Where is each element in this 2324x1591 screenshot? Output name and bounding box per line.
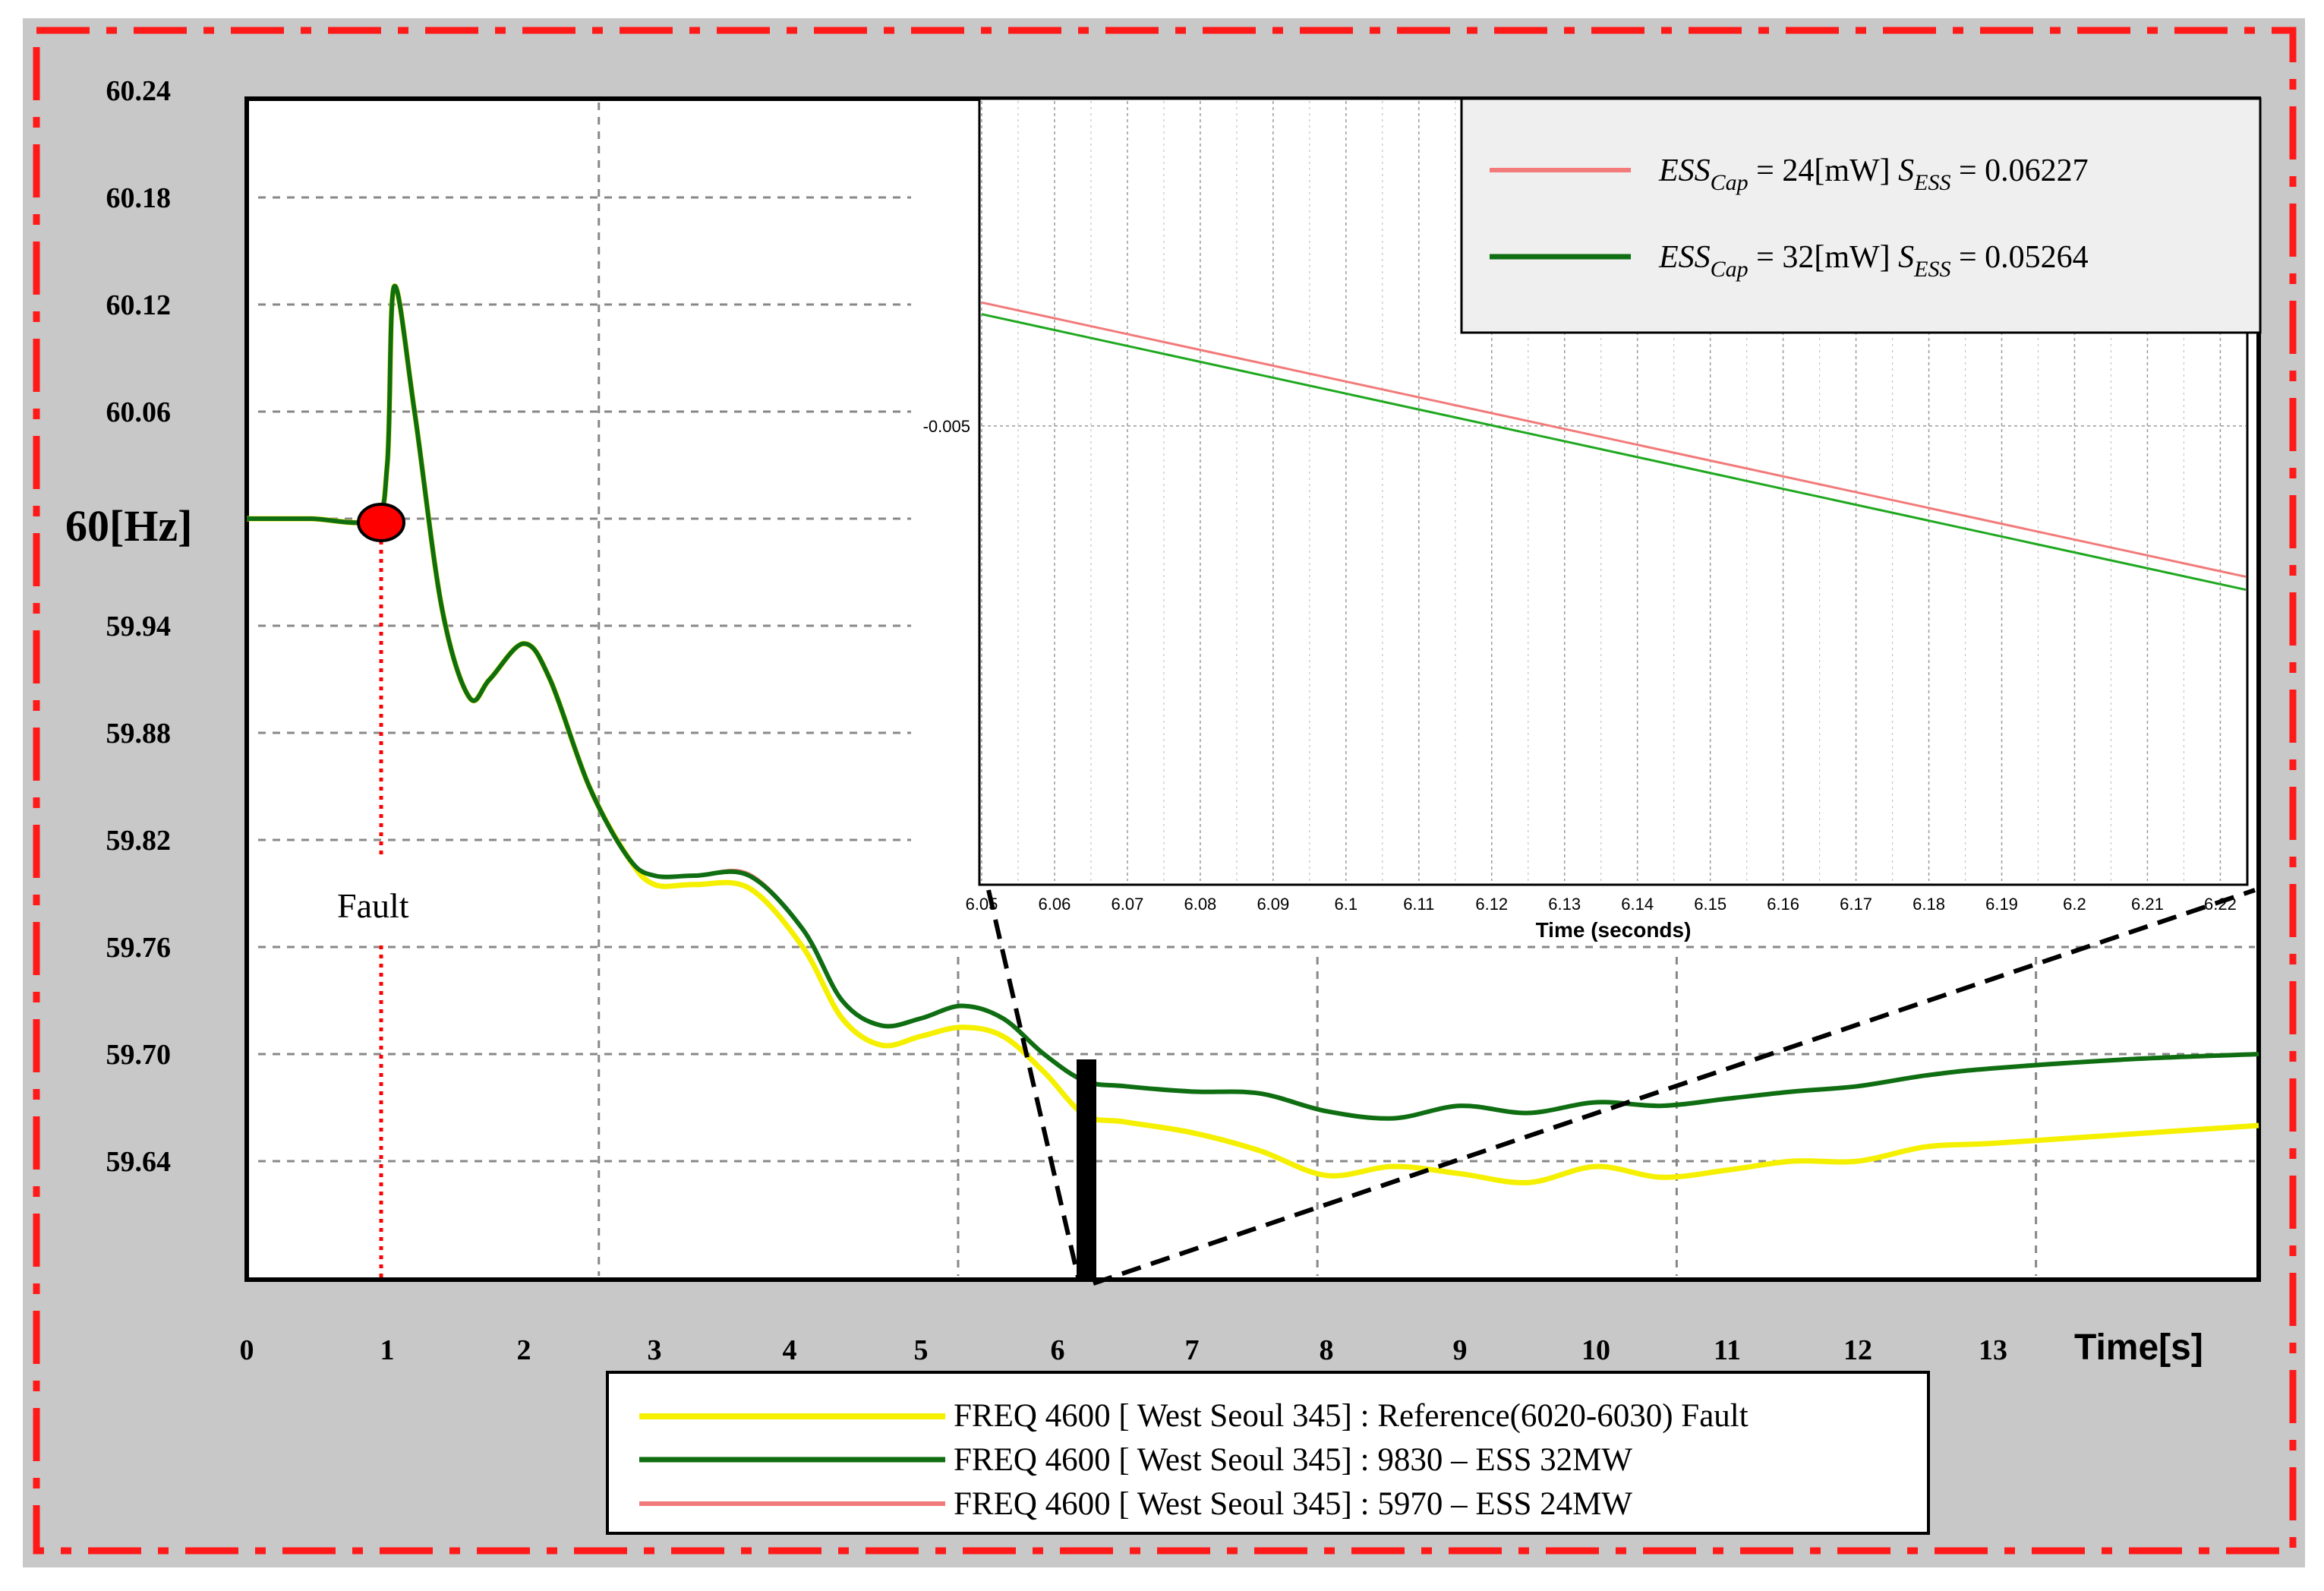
fault-marker — [357, 503, 405, 542]
legend-label-ess24: FREQ 4600 [ West Seoul 345] : 5970 – ESS… — [954, 1486, 1632, 1522]
inset-legend-text: ESSCap = 24[mW] SESS = 0.06227 ESSCap = 3… — [1658, 153, 2089, 282]
legend-label-ess32: FREQ 4600 [ West Seoul 345] : 9830 – ESS… — [954, 1442, 1632, 1478]
inset-series-line-24mw — [981, 301, 2247, 578]
y-tick-label: 59.88 — [106, 718, 172, 750]
main-grid — [258, 103, 2255, 1276]
y-tick-label: 59.64 — [106, 1146, 172, 1178]
inset-x-tick-label: 6.21 — [2131, 895, 2164, 914]
inset-x-tick-label: 6.14 — [1621, 895, 1654, 914]
x-tick-label: 11 — [1714, 1334, 1741, 1366]
inset-x-tick-label: 6.1 — [1335, 895, 1358, 914]
x-tick-label: 6 — [1051, 1334, 1065, 1366]
inset-x-tick-label: 6.16 — [1767, 895, 1799, 914]
main-series — [246, 283, 2259, 1185]
inset-x-tick-label: 6.19 — [1985, 895, 2018, 914]
inset-x-tick-label: 6.12 — [1475, 895, 1508, 914]
y-tick-label: 60.12 — [106, 289, 172, 321]
inset-x-tick-label: 6.2 — [2063, 895, 2086, 914]
y-tick-label: 59.82 — [106, 825, 172, 857]
y-tick-label: 59.76 — [106, 932, 172, 964]
zoom-line-left — [986, 889, 1080, 1278]
y-tick-label: 59.94 — [106, 611, 172, 642]
inset-x-tick-label: 6.15 — [1694, 895, 1726, 914]
series-line-ess32 — [246, 283, 2259, 1121]
x-tick-label: 2 — [517, 1334, 531, 1366]
main-tick-labels: 60.24 60.18 60.12 60.06 59.94 59.88 59.82 59.76… — [106, 75, 2008, 1366]
main-legend-box — [606, 1371, 1930, 1535]
zoom-line-right — [1093, 888, 2256, 1286]
inset-x-tick-label: 6.17 — [1840, 895, 1872, 914]
inset-x-tick-label: 6.05 — [966, 895, 998, 914]
inset-series-line-32mw — [981, 313, 2247, 592]
y-tick-label: 60.24 — [106, 75, 172, 107]
fault-label: Fault — [337, 886, 409, 925]
x-tick-label: 3 — [648, 1334, 662, 1366]
x-axis-label: Time[s] — [2074, 1327, 2203, 1368]
inset-y-tick-label: -0.005 — [923, 417, 970, 436]
x-tick-label: 12 — [1843, 1334, 1872, 1366]
inset-x-tick-label: 6.09 — [1257, 895, 1289, 914]
x-tick-label: 1 — [380, 1334, 395, 1366]
inset-series — [981, 301, 2247, 592]
inset-x-tick-label: 6.18 — [1912, 895, 1945, 914]
inset-x-tick-label: 6.11 — [1403, 895, 1434, 914]
y-tick-label: 59.70 — [106, 1039, 172, 1071]
x-tick-label: 10 — [1581, 1334, 1610, 1366]
y-axis-label: 60[Hz] — [65, 501, 193, 551]
legend-label-reference: FREQ 4600 [ West Seoul 345] : Reference(… — [954, 1398, 1749, 1434]
y-tick-label: 60.06 — [106, 396, 172, 428]
inset-x-tick-label: 6.22 — [2204, 895, 2237, 914]
inset-x-tick-label: 6.13 — [1548, 895, 1581, 914]
x-tick-label: 4 — [783, 1334, 797, 1366]
inset-legend-label-32mw: ESSCap = 32[mW] SESS = 0.05264 — [1658, 240, 2089, 282]
inset-x-axis-label: Time (seconds) — [1536, 918, 1692, 942]
x-tick-label: 0 — [240, 1334, 254, 1366]
zoom-window-marker — [1077, 1059, 1096, 1281]
y-tick-label: 60.18 — [106, 182, 172, 214]
inset-legend-box — [1460, 97, 2262, 334]
x-tick-label: 7 — [1185, 1334, 1200, 1366]
inset-legend-label-24mw: ESSCap = 24[mW] SESS = 0.06227 — [1658, 153, 2089, 195]
x-tick-label: 8 — [1320, 1334, 1334, 1366]
inset-x-tick-label: 6.06 — [1039, 895, 1071, 914]
inset-x-tick-label: 6.08 — [1184, 895, 1216, 914]
inset-x-tick-label: 6.07 — [1112, 895, 1144, 914]
inset-tick-labels: 6.05 6.06 6.07 6.08 6.09 6.1 6.11 6.12 6.13 6.14 6… — [923, 417, 2237, 914]
x-tick-label: 13 — [1979, 1334, 2007, 1366]
x-tick-label: 9 — [1453, 1334, 1468, 1366]
x-tick-label: 5 — [914, 1334, 929, 1366]
frame-border — [33, 27, 2297, 1555]
